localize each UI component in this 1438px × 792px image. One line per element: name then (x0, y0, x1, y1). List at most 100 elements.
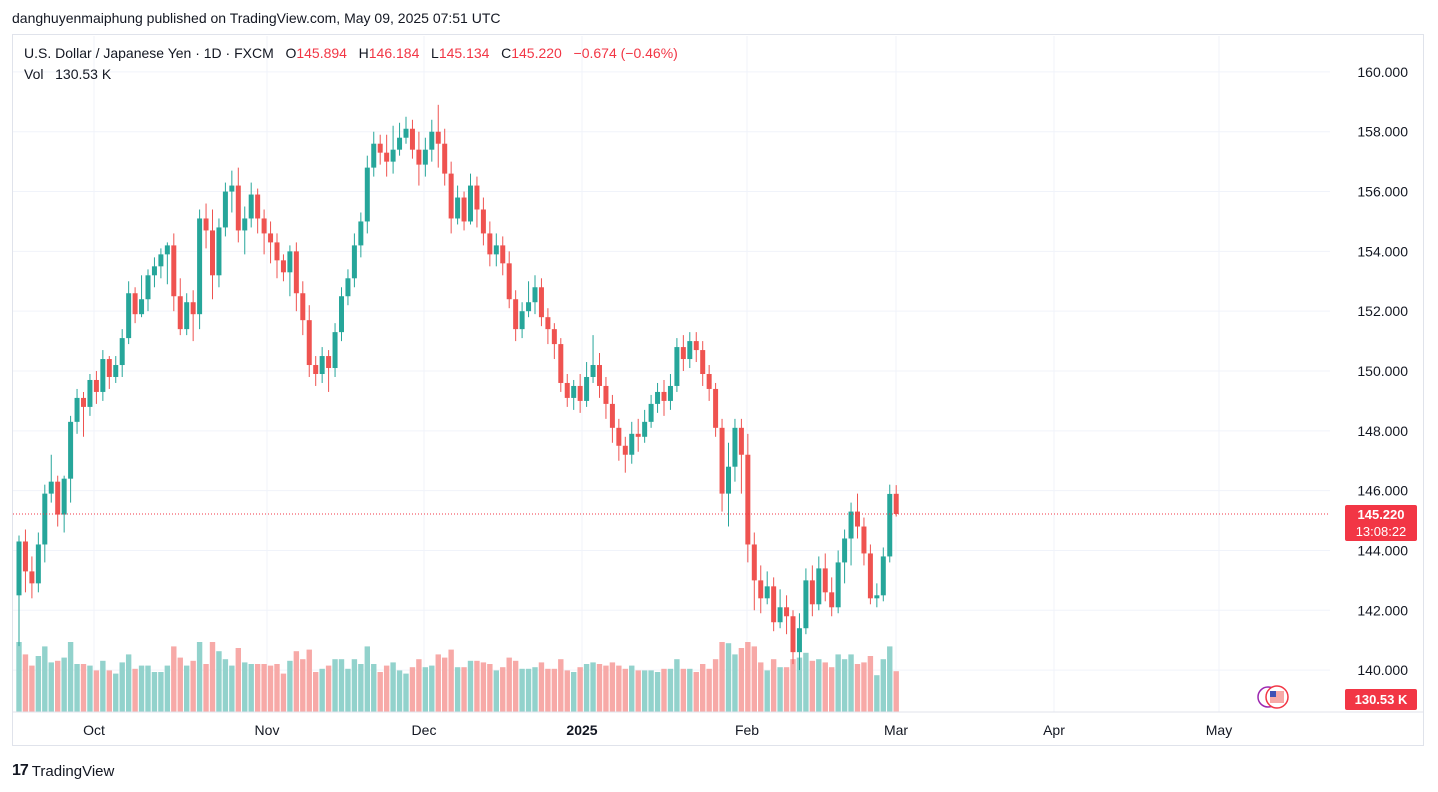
candle[interactable] (822, 553, 828, 602)
candle[interactable] (558, 338, 564, 392)
candle[interactable] (177, 278, 183, 336)
candle[interactable] (74, 388, 80, 434)
candle[interactable] (119, 329, 125, 377)
candle[interactable] (635, 418, 641, 452)
candle[interactable] (280, 254, 286, 282)
candle[interactable] (577, 373, 583, 413)
candle[interactable] (655, 382, 661, 413)
candle[interactable] (197, 209, 203, 330)
candle[interactable] (777, 589, 783, 629)
candle[interactable] (480, 197, 486, 246)
candle[interactable] (16, 535, 22, 647)
candle[interactable] (861, 517, 867, 566)
candle[interactable] (629, 421, 635, 464)
candle[interactable] (713, 382, 719, 437)
candle[interactable] (235, 167, 241, 243)
candle[interactable] (300, 281, 306, 336)
vol-label[interactable]: Vol (24, 66, 44, 82)
candle[interactable] (758, 565, 764, 614)
candle[interactable] (667, 373, 673, 410)
candle[interactable] (738, 418, 744, 494)
candle[interactable] (435, 104, 441, 168)
candle[interactable] (661, 379, 667, 416)
candle[interactable] (416, 131, 422, 186)
candle[interactable] (22, 529, 28, 593)
candle[interactable] (81, 391, 86, 437)
candle[interactable] (545, 308, 551, 345)
candle[interactable] (442, 128, 448, 186)
candle[interactable] (706, 365, 712, 401)
candle[interactable] (222, 182, 228, 237)
candle[interactable] (648, 394, 654, 428)
candle[interactable] (42, 484, 48, 563)
candle[interactable] (455, 185, 461, 225)
candle[interactable] (377, 134, 383, 165)
candle[interactable] (616, 418, 622, 461)
candle[interactable] (429, 119, 435, 162)
flag-icon[interactable] (1257, 685, 1289, 709)
candle[interactable] (306, 305, 312, 377)
candle[interactable] (732, 418, 738, 482)
candle[interactable] (526, 281, 532, 318)
candle[interactable] (171, 233, 177, 312)
candle[interactable] (351, 233, 357, 288)
candle[interactable] (493, 233, 499, 267)
candle[interactable] (835, 550, 841, 614)
candle[interactable] (184, 293, 190, 336)
candle[interactable] (803, 568, 809, 635)
candle[interactable] (371, 131, 377, 177)
candle[interactable] (816, 556, 822, 611)
candle[interactable] (538, 278, 544, 327)
candle[interactable] (771, 577, 777, 632)
candle[interactable] (242, 206, 248, 255)
candle[interactable] (848, 502, 854, 566)
candle[interactable] (745, 433, 751, 563)
candle[interactable] (506, 251, 512, 309)
candle[interactable] (809, 565, 815, 617)
candle[interactable] (339, 287, 344, 342)
candle[interactable] (590, 335, 596, 383)
candle[interactable] (422, 137, 428, 177)
candle[interactable] (474, 176, 480, 228)
candle[interactable] (287, 245, 293, 297)
candle[interactable] (829, 577, 835, 617)
candle[interactable] (268, 221, 274, 264)
candle[interactable] (796, 613, 802, 671)
candle[interactable] (519, 302, 525, 339)
candle[interactable] (855, 493, 860, 539)
candle[interactable] (93, 371, 99, 404)
candle[interactable] (448, 161, 454, 234)
candle[interactable] (867, 544, 873, 605)
candle[interactable] (248, 182, 254, 228)
candle[interactable] (345, 269, 351, 306)
candle[interactable] (35, 532, 41, 593)
candle[interactable] (487, 221, 493, 267)
candle[interactable] (113, 356, 119, 383)
candle[interactable] (751, 532, 757, 611)
candle[interactable] (100, 350, 106, 401)
candle[interactable] (764, 571, 770, 605)
candle[interactable] (61, 475, 67, 533)
candle[interactable] (842, 529, 848, 584)
candle[interactable] (790, 610, 796, 665)
candle[interactable] (55, 475, 61, 527)
candle[interactable] (532, 275, 538, 315)
candle[interactable] (687, 332, 693, 369)
candle[interactable] (551, 323, 557, 360)
candle[interactable] (784, 595, 790, 635)
tradingview-logo[interactable]: 17 TradingView (12, 762, 114, 780)
candle[interactable] (132, 287, 138, 324)
candle[interactable] (68, 415, 74, 503)
candle[interactable] (409, 119, 415, 159)
candle[interactable] (390, 125, 396, 174)
candle[interactable] (229, 170, 235, 213)
candle[interactable] (106, 356, 112, 389)
candle[interactable] (622, 436, 628, 473)
candle[interactable] (874, 583, 880, 608)
candle[interactable] (893, 485, 899, 517)
candle[interactable] (87, 373, 93, 416)
candle[interactable] (397, 122, 403, 156)
candle[interactable] (216, 218, 222, 288)
candle[interactable] (151, 257, 157, 288)
